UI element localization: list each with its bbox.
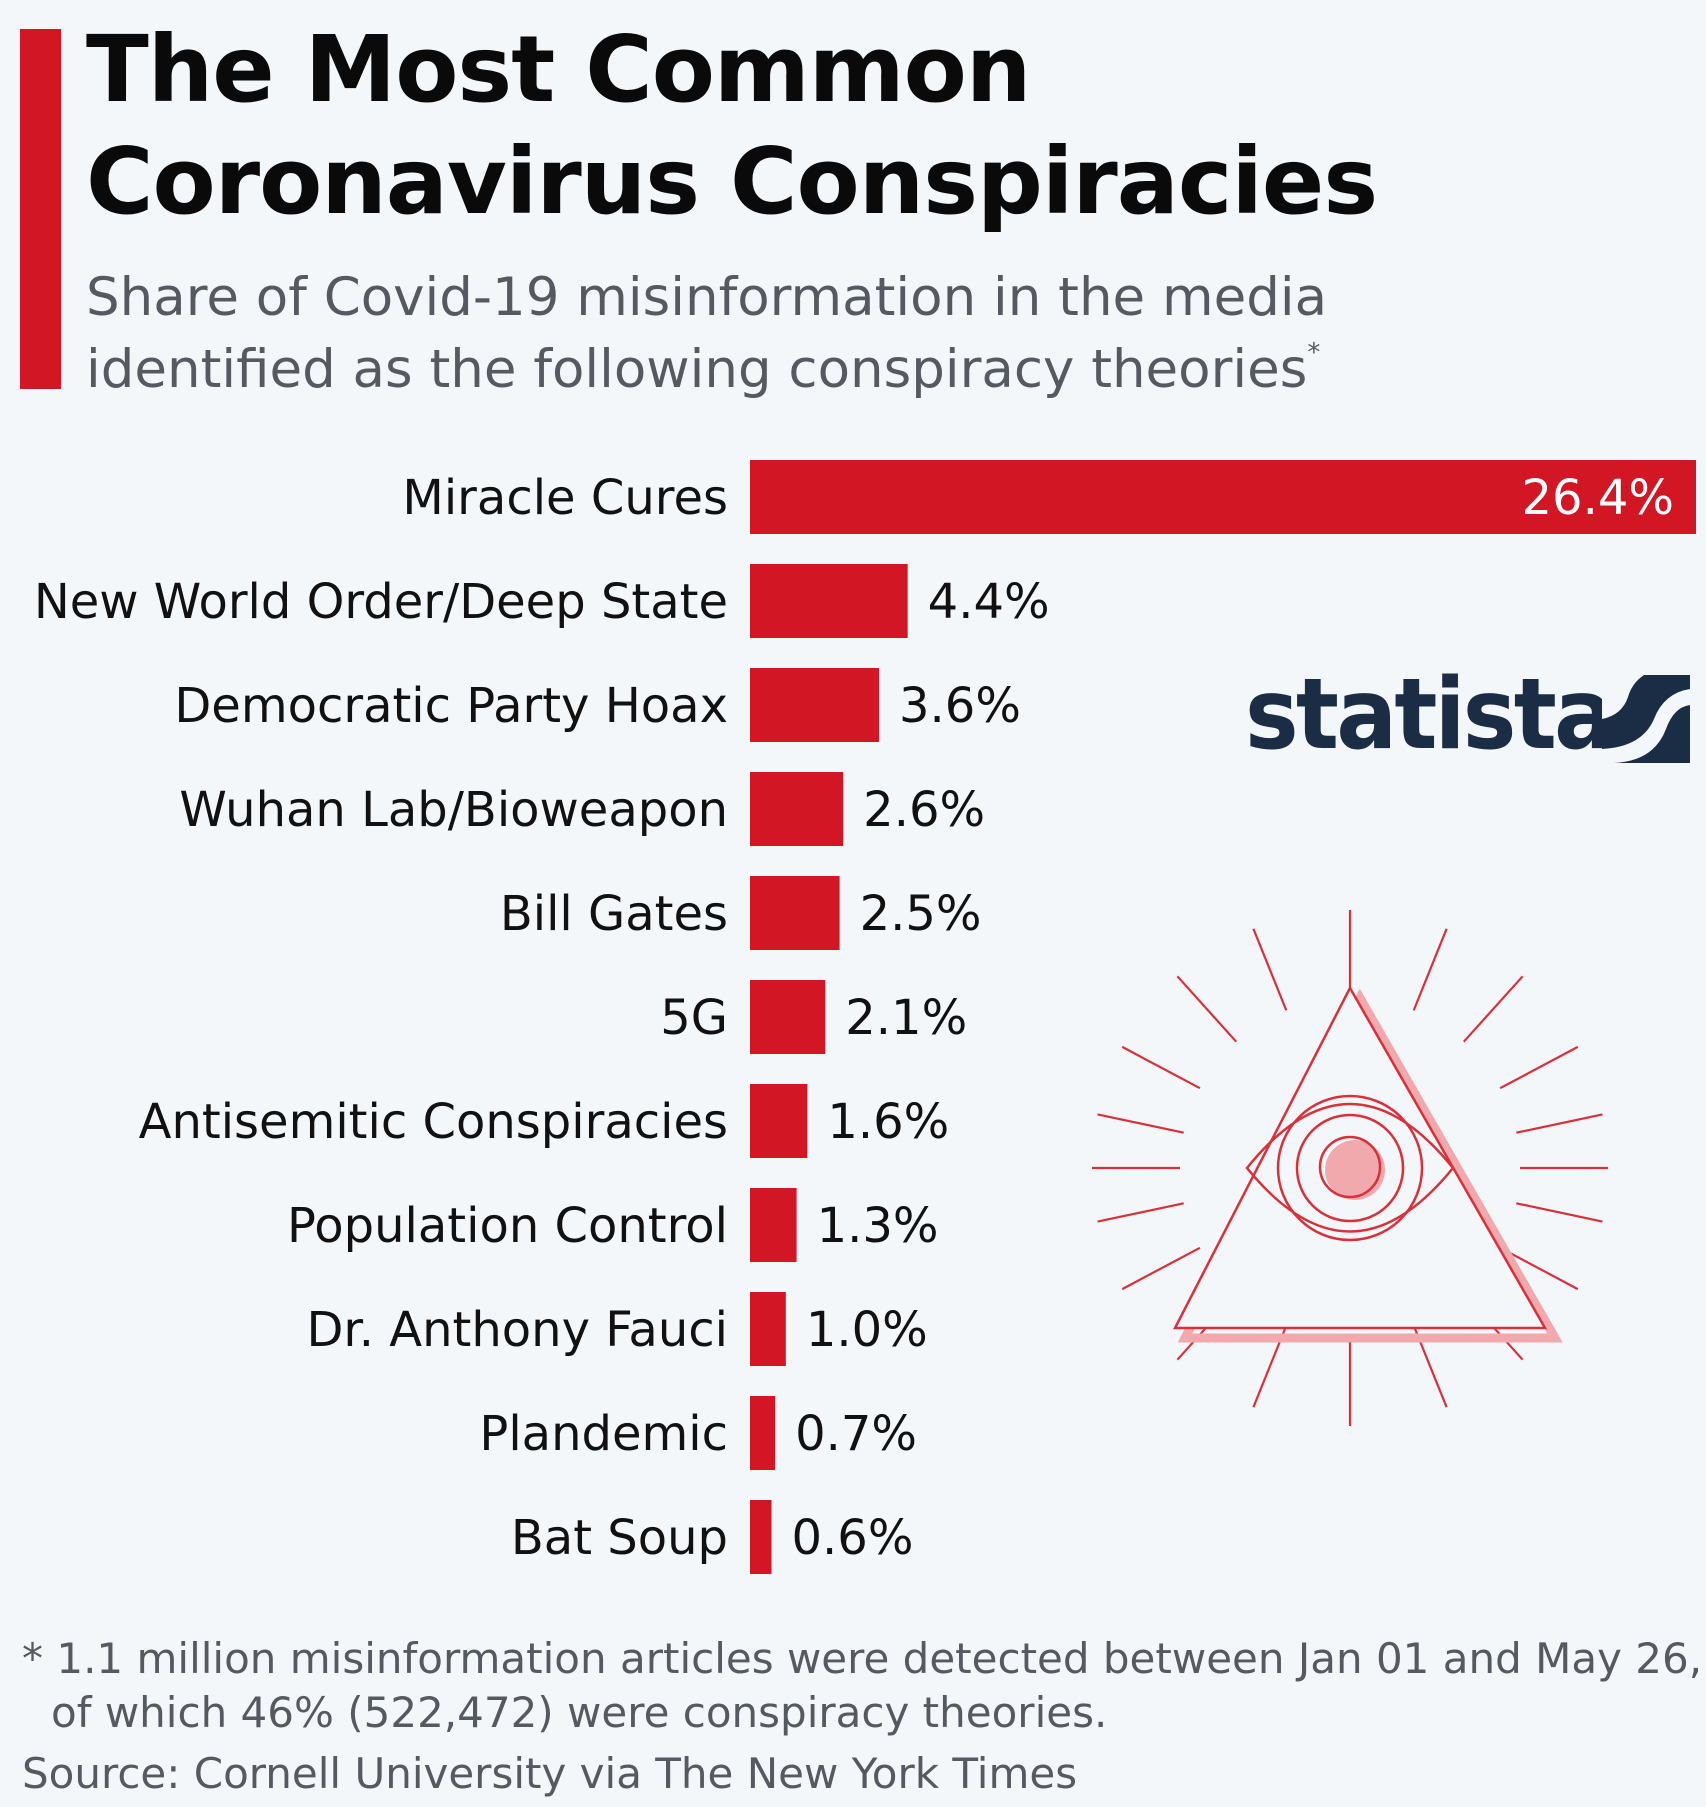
category-label-antisemitic-conspiracies: Antisemitic Conspiracies xyxy=(139,1094,728,1150)
bar-population-control xyxy=(750,1188,797,1262)
chart-title-line-2: Coronavirus Conspiracies xyxy=(86,128,1378,235)
bar-new-world-order-deep-state xyxy=(750,564,908,638)
statista-logo: statista xyxy=(1245,660,1695,770)
category-label-bat-soup: Bat Soup xyxy=(511,1510,728,1566)
chart-subtitle: Share of Covid-19 misinformation in the … xyxy=(86,262,1646,406)
value-label-democratic-party-hoax: 3.6% xyxy=(899,678,1021,734)
bar-dr-anthony-fauci xyxy=(750,1292,786,1366)
category-label-bill-gates: Bill Gates xyxy=(500,886,728,942)
eye-outline xyxy=(1245,1102,1455,1233)
all-seeing-eye-icon xyxy=(1092,910,1608,1426)
category-label-new-world-order-deep-state: New World Order/Deep State xyxy=(34,574,728,630)
eye-ray xyxy=(1252,928,1288,1011)
value-label-new-world-order-deep-state: 4.4% xyxy=(928,574,1050,630)
category-label-democratic-party-hoax: Democratic Party Hoax xyxy=(174,678,728,734)
iris-outer-ring xyxy=(1276,1094,1424,1242)
eye-ray xyxy=(1499,1246,1579,1291)
bar-plandemic xyxy=(750,1396,776,1470)
value-label-wuhan-lab-bioweapon: 2.6% xyxy=(863,782,985,838)
category-label-plandemic: Plandemic xyxy=(479,1406,728,1462)
eye-ray xyxy=(1097,1202,1184,1223)
value-label-5g: 2.1% xyxy=(845,990,967,1046)
value-labels-group: 26.4% 4.4% 3.6% 2.6% 2.5% 2.1% 1.6% 1.3% 1.0% 0.7… xyxy=(792,470,1675,1566)
category-label-dr-anthony-fauci: Dr. Anthony Fauci xyxy=(306,1302,728,1358)
footnote-line-1: * 1.1 million misinformation articles we… xyxy=(22,1634,1703,1683)
value-label-bat-soup: 0.6% xyxy=(792,1510,914,1566)
category-label-miracle-cures: Miracle Cures xyxy=(402,470,728,526)
value-label-miracle-cures: 26.4% xyxy=(1522,470,1674,526)
bar-miracle-cures xyxy=(750,460,1696,534)
bar-5g xyxy=(750,980,826,1054)
chart-subtitle-line-2-wrap: identified as the following conspiracy t… xyxy=(86,334,1646,406)
category-label-population-control: Population Control xyxy=(287,1198,728,1254)
statista-logo-icon xyxy=(1602,675,1690,763)
value-label-plandemic: 0.7% xyxy=(795,1406,917,1462)
category-label-wuhan-lab-bioweapon: Wuhan Lab/Bioweapon xyxy=(179,782,728,838)
chart-subtitle-line-2: identified as the following conspiracy t… xyxy=(86,339,1308,400)
eye-ray xyxy=(1516,1202,1603,1223)
value-label-dr-anthony-fauci: 1.0% xyxy=(806,1302,928,1358)
pupil-shadow xyxy=(1325,1140,1385,1200)
title-accent-bar xyxy=(20,29,61,389)
category-labels-group: Miracle Cures New World Order/Deep State D… xyxy=(34,470,728,1566)
footnote: * 1.1 million misinformation articles we… xyxy=(22,1632,1703,1740)
iris-middle-ring xyxy=(1295,1113,1405,1223)
eye-ray xyxy=(1121,1045,1201,1090)
bar-antisemitic-conspiracies xyxy=(750,1084,808,1158)
value-label-bill-gates: 2.5% xyxy=(860,886,982,942)
bar-bat-soup xyxy=(750,1500,772,1574)
bar-wuhan-lab-bioweapon xyxy=(750,772,844,846)
footnote-marker: * xyxy=(1307,338,1321,368)
value-label-population-control: 1.3% xyxy=(817,1198,939,1254)
category-label-5g: 5G xyxy=(660,990,728,1046)
chart-title: The Most Common Coronavirus Conspiracies xyxy=(86,14,1646,238)
bar-bill-gates xyxy=(750,876,840,950)
eye-ray xyxy=(1516,1113,1603,1134)
eye-ray xyxy=(1121,1246,1201,1291)
eye-ray xyxy=(1412,928,1448,1011)
bars-group xyxy=(750,460,1696,1574)
source-note: Source: Cornell University via The New Y… xyxy=(22,1749,1078,1798)
value-label-antisemitic-conspiracies: 1.6% xyxy=(827,1094,949,1150)
chart-subtitle-line-1: Share of Covid-19 misinformation in the … xyxy=(86,267,1328,328)
chart-title-line-1: The Most Common xyxy=(86,16,1031,123)
eye-ray xyxy=(1176,975,1238,1043)
footnote-line-2: of which 46% (522,472) were conspiracy t… xyxy=(51,1688,1108,1737)
eye-ray xyxy=(1462,975,1524,1043)
bar-democratic-party-hoax xyxy=(750,668,879,742)
pupil xyxy=(1318,1135,1382,1199)
statista-logo-text: statista xyxy=(1245,658,1615,772)
eye-ray xyxy=(1097,1113,1184,1134)
eye-ray xyxy=(1499,1045,1579,1090)
